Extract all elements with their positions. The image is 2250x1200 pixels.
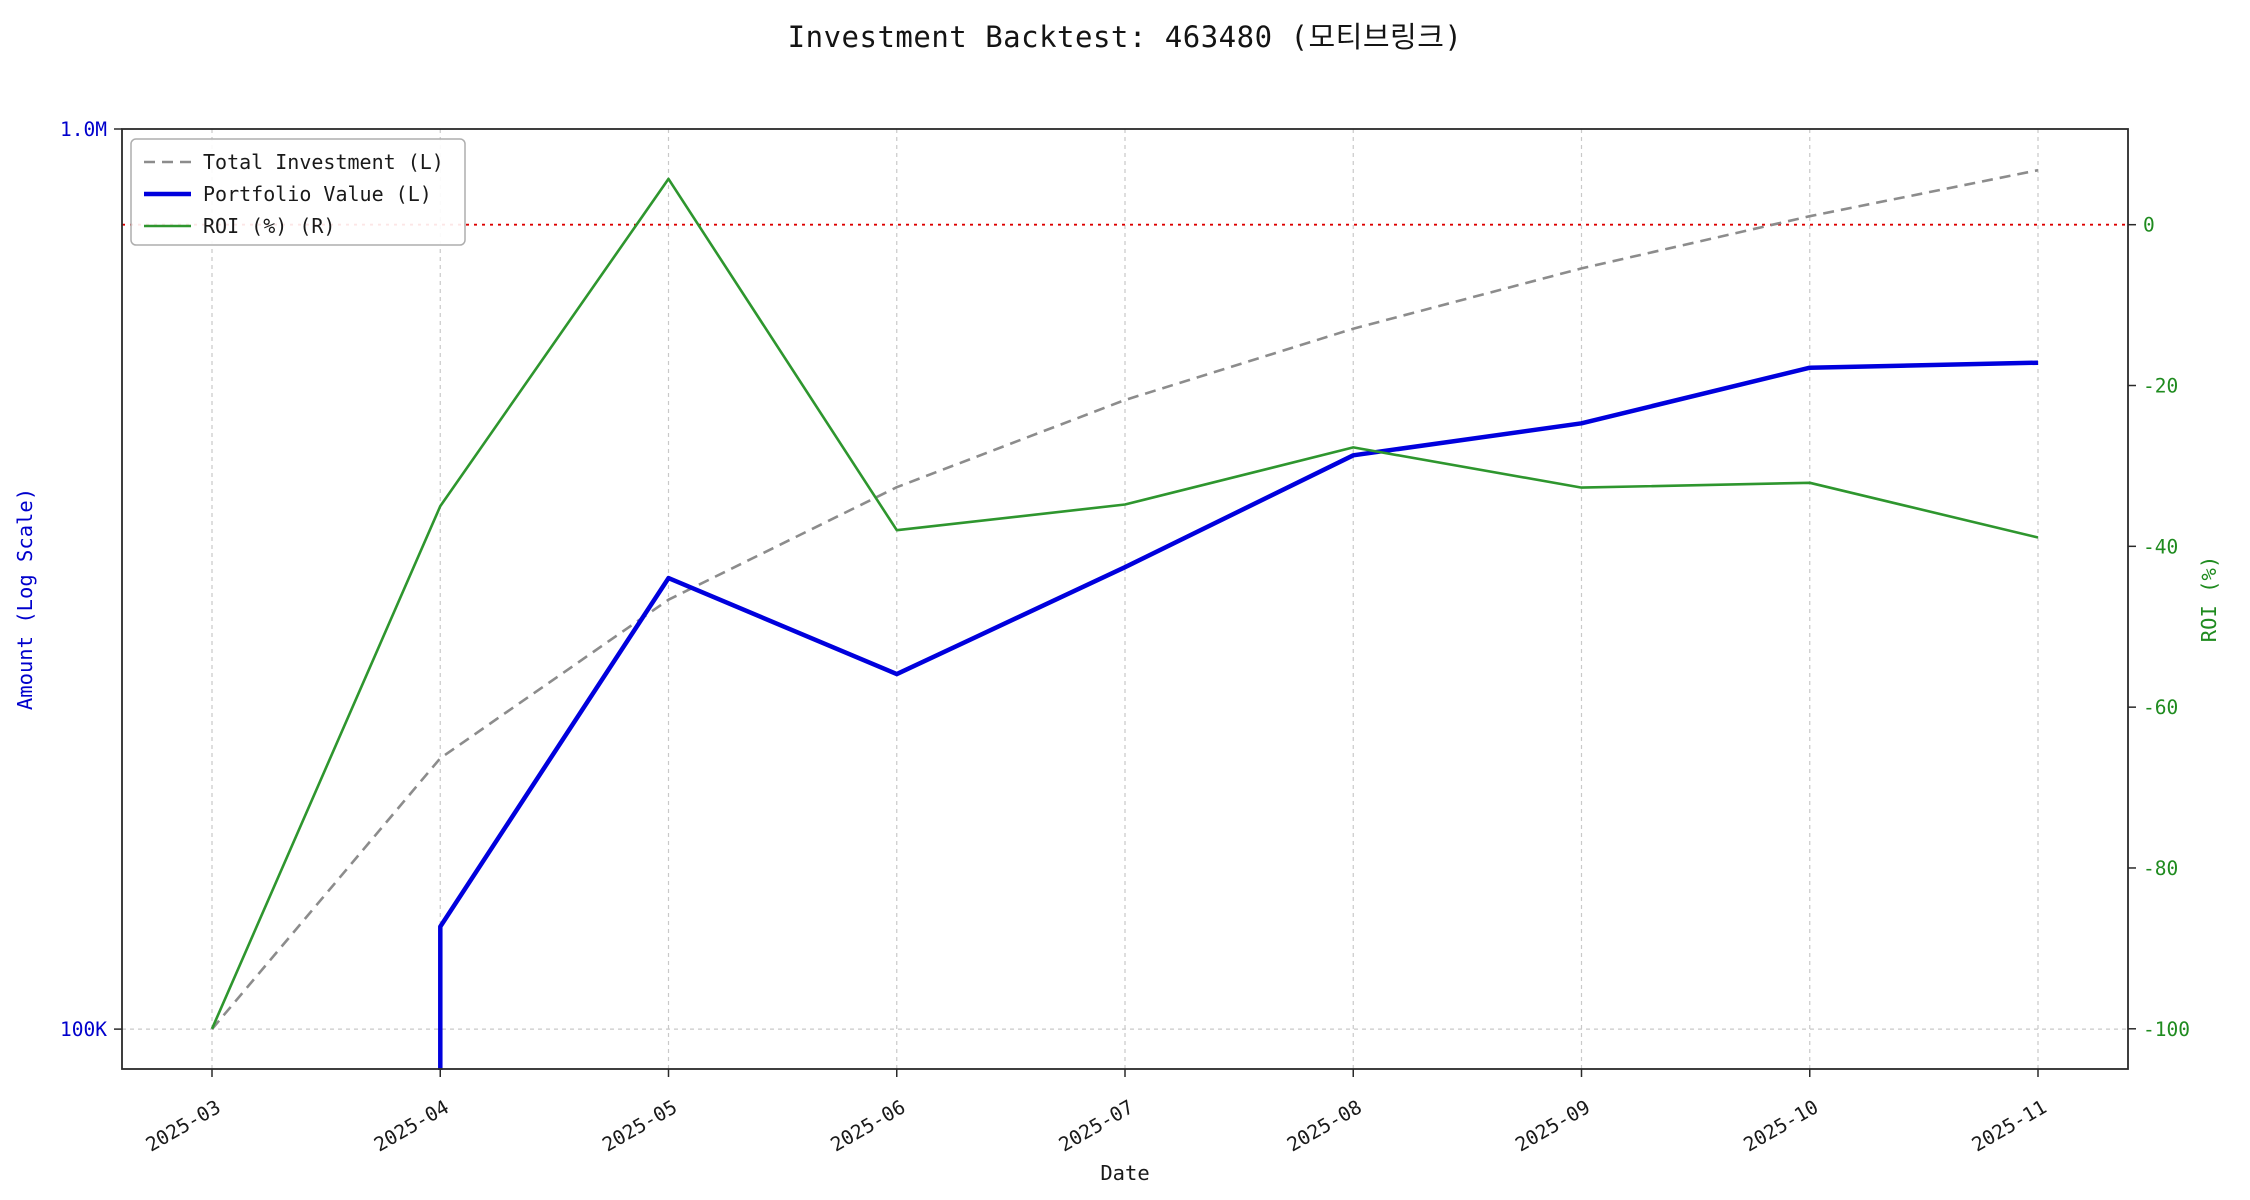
x-axis-tick-label: 2025-10 [1740, 1095, 1823, 1156]
left-axis-tick-label: 100K [60, 1018, 107, 1041]
series-line-roi-r [210, 177, 2039, 1030]
right-axis-tick-label: 0 [2143, 214, 2155, 237]
x-axis-tick-label: 2025-07 [1055, 1095, 1138, 1156]
x-axis-tick-label: 2025-04 [370, 1095, 453, 1156]
legend-item-label: ROI (%) (R) [203, 214, 335, 238]
x-axis-tick-label: 2025-06 [827, 1095, 910, 1156]
right-axis-tick-label: -20 [2143, 375, 2178, 398]
right-axis-label: ROI (%) [2197, 556, 2221, 642]
left-axis-label: Amount (Log Scale) [13, 488, 37, 710]
legend: Total Investment (L) Portfolio Value (L) R… [130, 138, 466, 246]
right-axis-tick-label: -100 [2143, 1018, 2190, 1041]
legend-box [130, 138, 466, 246]
plot-border [121, 128, 2129, 1070]
series-line-portfolio-value-l [438, 360, 2039, 1070]
legend-item-label: Portfolio Value (L) [203, 182, 432, 206]
x-axis-tick-label: 2025-11 [1968, 1095, 2051, 1156]
legend-item-label: Total Investment (L) [203, 150, 444, 174]
right-axis-tick-label: -40 [2143, 535, 2178, 558]
x-axis-tick-label: 2025-08 [1283, 1095, 1366, 1156]
right-axis-tick-label: -60 [2143, 696, 2178, 719]
chart-title: Investment Backtest: 463480 (모티브링크) [787, 20, 1463, 54]
right-axis-tick-label: -80 [2143, 857, 2178, 880]
x-axis-label: Date [1100, 1161, 1149, 1185]
grid-lines [122, 128, 2128, 1069]
x-axis-tick-label: 2025-05 [598, 1095, 681, 1156]
left-axis-tick-label: 1.0M [60, 118, 107, 141]
x-axis-tick-label: 2025-09 [1511, 1095, 1594, 1156]
x-axis-tick-label: 2025-03 [142, 1095, 225, 1156]
